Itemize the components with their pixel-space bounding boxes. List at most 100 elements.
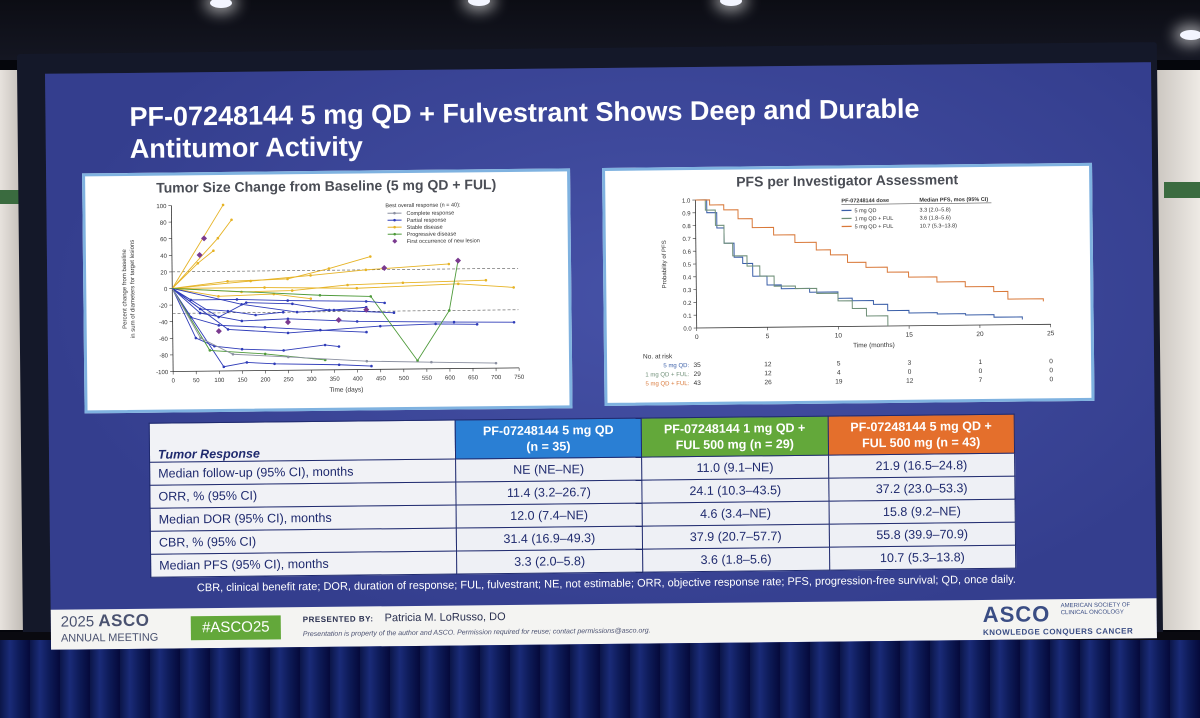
trace-point bbox=[332, 308, 336, 312]
trace-point bbox=[365, 330, 368, 334]
pfs-kaplan-meier-plot: 1.00.90.80.70.60.50.40.30.20.10.00 5 10 15 2… bbox=[643, 197, 1055, 388]
projected-slide: PF-07248144 5 mg QD + Fulvestrant Shows … bbox=[45, 62, 1157, 650]
response-trace bbox=[172, 283, 514, 289]
trace-point bbox=[512, 320, 516, 324]
cell-value: 4.6 (3.4–NE) bbox=[642, 501, 829, 527]
response-trace bbox=[171, 288, 372, 368]
response-trace bbox=[172, 288, 394, 318]
trace-point bbox=[290, 289, 294, 292]
x-tick-label: 350 bbox=[330, 377, 341, 383]
trace-point bbox=[392, 311, 396, 315]
ceiling-light bbox=[720, 0, 742, 6]
legend-header-dose: PF-07248144 dose bbox=[841, 198, 889, 204]
risk-row-label: 5 mg QD + FUL: bbox=[645, 381, 689, 387]
threshold-line bbox=[172, 267, 519, 273]
trace-point bbox=[263, 352, 267, 356]
header-line: PF-07248144 1 mg QD + bbox=[663, 420, 806, 437]
new-lesion-marker bbox=[455, 257, 462, 264]
new-lesion-marker bbox=[335, 316, 342, 323]
y-tick-label: -60 bbox=[159, 337, 168, 343]
risk-count: 12 bbox=[906, 378, 914, 385]
y-tick-label: 0.0 bbox=[683, 327, 692, 333]
trace-point bbox=[286, 317, 290, 321]
trace-point bbox=[199, 336, 202, 340]
x-tick-label: 700 bbox=[491, 375, 502, 381]
trace-point bbox=[416, 359, 419, 362]
trace-point bbox=[217, 295, 220, 298]
trace-point bbox=[245, 361, 249, 364]
trace-point bbox=[337, 363, 341, 367]
presented-by-label: PRESENTED BY: bbox=[302, 614, 374, 625]
y-tick-label: 0.4 bbox=[683, 275, 692, 281]
trace-point bbox=[370, 364, 373, 368]
y-axis-label: Percent change from baseline bbox=[122, 248, 129, 328]
trace-point bbox=[456, 282, 460, 286]
risk-count: 0 bbox=[1049, 358, 1053, 365]
trace-point bbox=[475, 323, 479, 326]
x-tick-label: 100 bbox=[214, 378, 225, 384]
x-axis bbox=[173, 367, 520, 372]
x-tick-label: 10 bbox=[835, 332, 843, 339]
legend-title: Best overall response (n = 40): bbox=[385, 202, 461, 209]
disclaimer-text: Presentation is property of the author a… bbox=[302, 627, 651, 639]
trace-point bbox=[434, 322, 437, 326]
response-trace bbox=[171, 288, 326, 361]
trace-point bbox=[448, 309, 451, 312]
risk-count: 5 bbox=[837, 360, 841, 367]
y-tick-label: -20 bbox=[159, 304, 168, 310]
trace-point bbox=[378, 324, 382, 328]
trace-point bbox=[309, 297, 313, 300]
wall-stripe bbox=[0, 190, 20, 204]
x-tick-label: 500 bbox=[399, 376, 410, 382]
x-tick-label: 150 bbox=[237, 378, 248, 384]
trace-point bbox=[216, 236, 220, 240]
y-tick-label: 0.7 bbox=[682, 237, 691, 243]
trace-point bbox=[273, 362, 276, 366]
trace-point bbox=[226, 309, 230, 313]
trace-point bbox=[291, 302, 294, 306]
header-line: (n = 35) bbox=[526, 439, 571, 454]
response-trace bbox=[171, 219, 232, 289]
y-axis-label: in sum of diameters for target lesions bbox=[130, 240, 137, 338]
y-tick-label: -100 bbox=[156, 370, 169, 376]
trace-point bbox=[254, 313, 257, 317]
km-curve bbox=[695, 199, 889, 326]
risk-count: 43 bbox=[694, 380, 702, 387]
row-label: ORR, % (95% CI) bbox=[149, 482, 456, 509]
trace-point bbox=[226, 328, 230, 331]
legend-value: 10.7 (5.3–13.8) bbox=[920, 223, 958, 229]
cell-value: 21.9 (16.5–24.8) bbox=[828, 453, 1015, 479]
trace-point bbox=[286, 277, 289, 281]
row-label: CBR, % (95% CI) bbox=[150, 528, 457, 555]
new-lesion-marker bbox=[363, 306, 370, 313]
trace-point bbox=[198, 311, 202, 315]
trace-point bbox=[194, 336, 198, 340]
risk-count: 0 bbox=[1049, 367, 1053, 374]
header-line: FUL 500 mg (n = 43) bbox=[862, 435, 981, 451]
legend-label: 1 mg QD + FUL bbox=[855, 216, 894, 222]
trace-point bbox=[512, 286, 515, 289]
trace-point bbox=[226, 279, 229, 283]
y-tick-label: 20 bbox=[160, 270, 167, 276]
y-tick-label: -40 bbox=[159, 320, 168, 326]
ceiling-light bbox=[210, 0, 232, 8]
new-lesion-marker bbox=[284, 319, 291, 326]
response-trace bbox=[172, 288, 478, 334]
legend-label: Progressive disease bbox=[407, 232, 457, 239]
x-tick-label: 50 bbox=[193, 378, 200, 384]
header-line: FUL 500 mg (n = 29) bbox=[675, 436, 794, 453]
cell-value: 3.6 (1.8–5.6) bbox=[642, 547, 830, 573]
x-tick-label: 300 bbox=[307, 377, 318, 383]
cell-value: 12.0 (7.4–NE) bbox=[455, 503, 643, 529]
x-tick-label: 650 bbox=[468, 375, 479, 381]
x-axis bbox=[696, 323, 1051, 329]
trace-point bbox=[217, 324, 221, 327]
trace-point bbox=[318, 293, 322, 297]
header-line: PF-07248144 5 mg QD + bbox=[850, 418, 992, 435]
asco-society-logo: ASCO AMERICAN SOCIETY OF CLINICAL ONCOLO… bbox=[983, 600, 1143, 638]
tumor-response-table: Tumor Response PF-07248144 5 mg QD (n = … bbox=[149, 414, 1017, 578]
logo-year: 2025 bbox=[60, 613, 95, 631]
table-header-5mg-ful: PF-07248144 5 mg QD + FUL 500 mg (n = 43… bbox=[827, 414, 1015, 456]
trace-point bbox=[364, 268, 368, 272]
